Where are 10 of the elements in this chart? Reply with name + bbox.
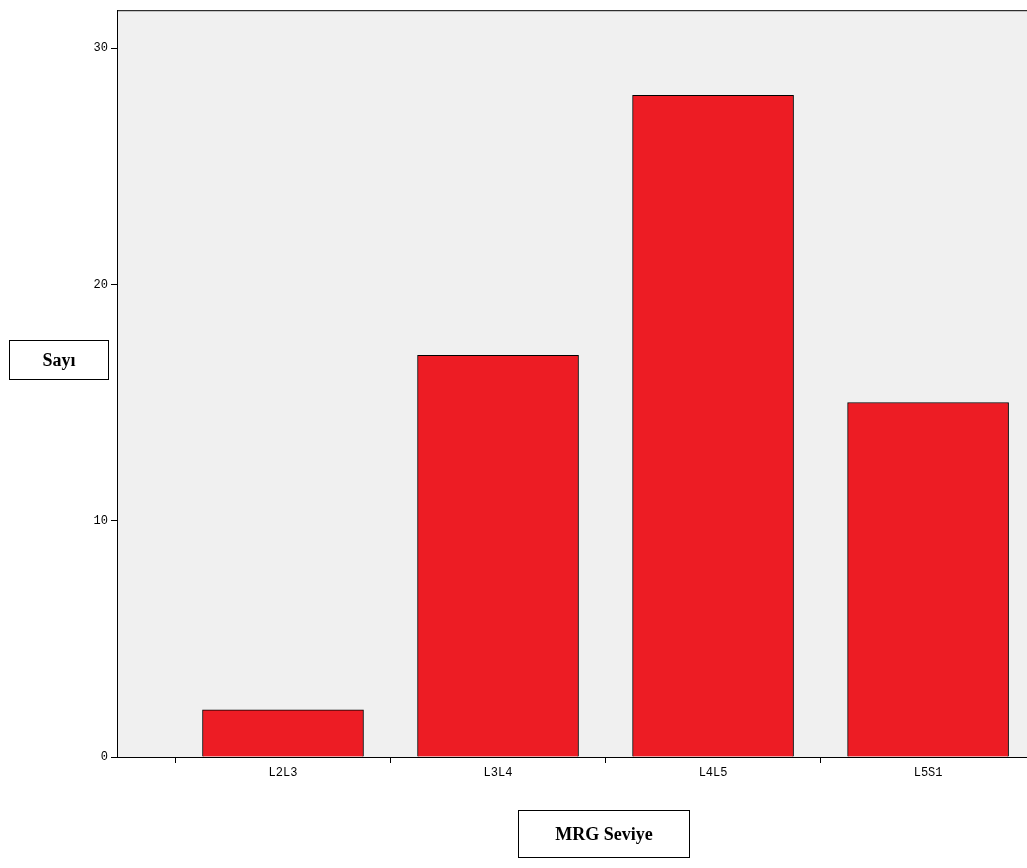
y-tick-label: 20 [93,277,108,292]
x-axis-title: MRG Seviye [518,810,690,858]
y-tick-label: 10 [93,513,108,528]
x-tick-label: L3L4 [483,766,513,781]
y-tick-label: 30 [93,41,108,56]
x-tick-label: L4L5 [698,766,728,781]
x-tick-label: L5S1 [913,766,943,781]
y-tick-label: 0 [100,750,108,765]
x-tick-label: L2L3 [268,766,298,781]
y-axis-title: Sayı [9,340,109,380]
